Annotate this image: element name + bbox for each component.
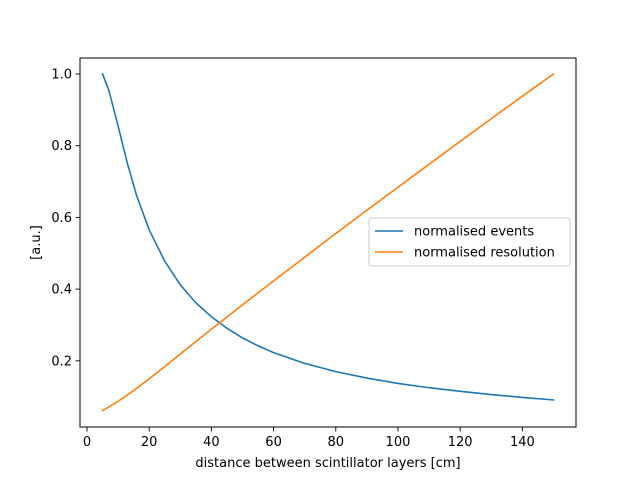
x-tick-label: 100 [386, 435, 411, 450]
plot-frame [79, 57, 577, 428]
legend-label-1: normalised events [414, 225, 534, 240]
y-tick-label: 0.2 [51, 354, 72, 369]
series-layer [101, 72, 555, 412]
series-line-2 [101, 72, 555, 412]
x-axis-label: distance between scintillator layers [cm… [195, 456, 460, 471]
x-tick-label: 20 [141, 435, 158, 450]
legend-frame [368, 217, 571, 267]
x-tick-label: 80 [328, 435, 345, 450]
y-tick-label: 1.0 [51, 67, 72, 82]
x-tick-label: 140 [510, 435, 535, 450]
ticks-layer: 0 20 40 60 80 100 120 140 0.2 0.4 0.6 0.8 1.0 [51, 67, 534, 450]
x-tick-label: 60 [265, 435, 282, 450]
series-line-1 [101, 72, 555, 401]
x-tick-label: 0 [83, 435, 91, 450]
y-axis-label: [a.u.] [29, 225, 44, 260]
y-tick-label: 0.6 [51, 211, 72, 226]
x-tick-label: 120 [448, 435, 473, 450]
legend: normalised events normalised resolution [368, 217, 571, 267]
legend-label-2: normalised resolution [414, 246, 555, 261]
y-tick-label: 0.4 [51, 283, 72, 298]
x-tick-label: 40 [203, 435, 220, 450]
y-tick-label: 0.8 [51, 139, 72, 154]
